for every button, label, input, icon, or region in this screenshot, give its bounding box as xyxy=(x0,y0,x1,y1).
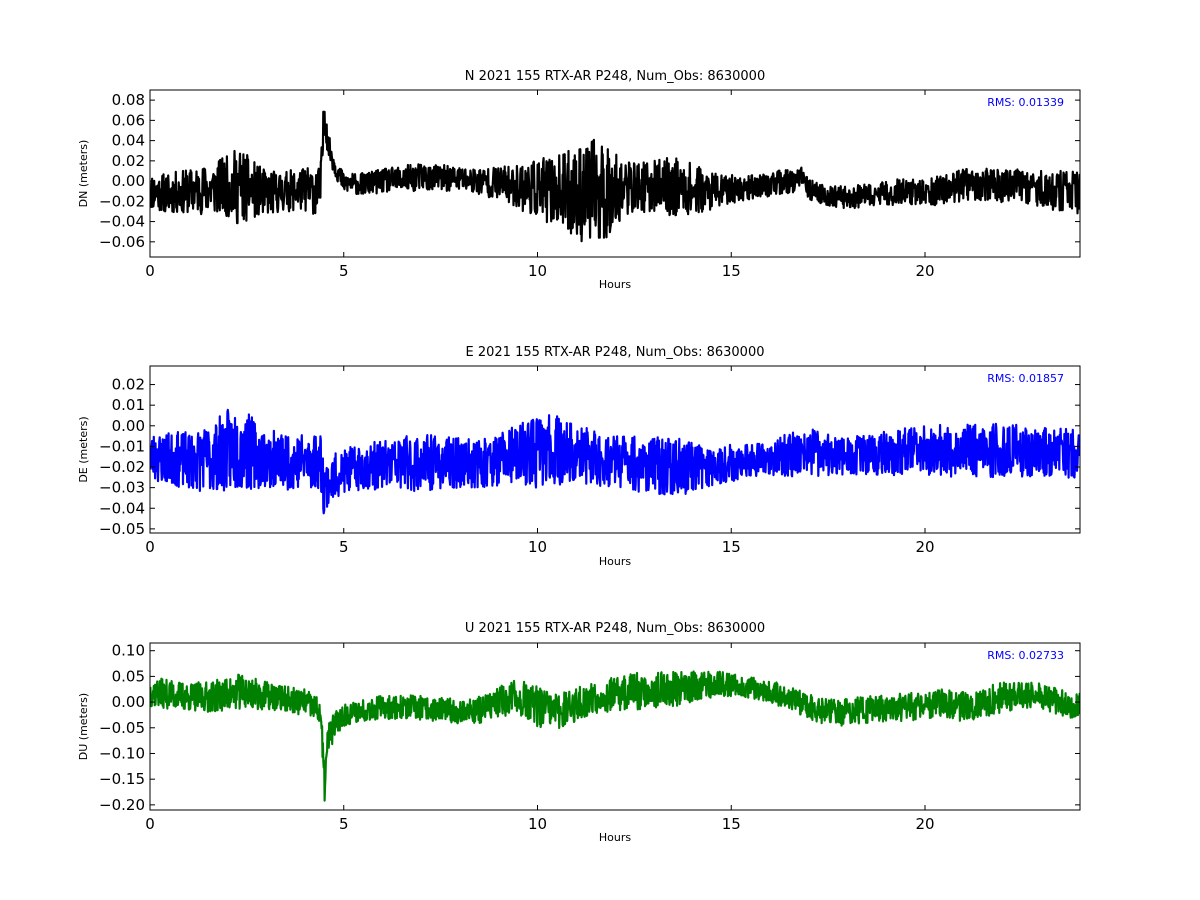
panel-n-xtick-label: 10 xyxy=(528,262,547,280)
panel-e-ytick-label: 0.02 xyxy=(112,376,145,394)
panel-e-xtick-label: 10 xyxy=(528,538,547,556)
panel-u-xtick-label: 15 xyxy=(722,815,741,833)
panel-e-ytick-label: −0.01 xyxy=(99,437,145,455)
panel-n-xtick-label: 5 xyxy=(339,262,349,280)
panel-n: N 2021 155 RTX-AR P248, Num_Obs: 8630000… xyxy=(77,69,1081,291)
panel-n-ytick-label: 0.02 xyxy=(112,152,145,170)
panel-u-ytick-label: 0.10 xyxy=(112,642,145,660)
panel-u-xtick-label: 10 xyxy=(528,815,547,833)
panel-u-ytick-label: −0.15 xyxy=(99,770,145,788)
panel-n-ytick-label: 0.06 xyxy=(112,111,145,129)
panel-n-title: N 2021 155 RTX-AR P248, Num_Obs: 8630000 xyxy=(465,69,765,84)
panel-u-rms-annotation: RMS: 0.02733 xyxy=(987,649,1064,662)
panel-u-ytick-label: −0.10 xyxy=(99,744,145,762)
panel-n-trace-layer xyxy=(150,110,1080,243)
panel-u-xtick-label: 20 xyxy=(915,815,934,833)
panel-u: U 2021 155 RTX-AR P248, Num_Obs: 8630000… xyxy=(77,621,1081,844)
panel-u-series-line xyxy=(150,670,1080,802)
panel-u-xtick-label: 5 xyxy=(339,815,349,833)
panel-e-title: E 2021 155 RTX-AR P248, Num_Obs: 8630000 xyxy=(466,345,765,360)
panel-e-xtick-label: 15 xyxy=(722,538,741,556)
panel-e-ytick-label: −0.02 xyxy=(99,458,145,476)
panel-e-ytick-label: −0.05 xyxy=(99,520,145,538)
panel-u-ytick-label: −0.20 xyxy=(99,796,145,814)
panel-n-rms-annotation: RMS: 0.01339 xyxy=(987,96,1064,109)
panel-n-ytick-label: 0.00 xyxy=(112,172,145,190)
panel-u-ylabel: DU (meters) xyxy=(77,693,90,760)
panel-e-ticks: 0 5 10 15 20 −0.05 −0.04 −0.03 −0.02 −0.01 0.00 0.0… xyxy=(99,366,1080,556)
panel-n-xtick-label: 0 xyxy=(145,262,155,280)
panel-n-axes-frame xyxy=(149,89,1081,258)
panel-e-xtick-label: 0 xyxy=(145,538,155,556)
panel-u-ticks: 0 5 10 15 20 −0.20 −0.15 −0.10 −0.05 0.00 0.05 0.10 xyxy=(99,642,1080,833)
panel-u-ytick-label: −0.05 xyxy=(99,719,145,737)
panel-n-xtick-label: 15 xyxy=(722,262,741,280)
panel-n-xlabel: Hours xyxy=(599,278,631,291)
panel-u-xtick-label: 0 xyxy=(145,815,155,833)
panel-u-ytick-label: 0.05 xyxy=(112,667,145,685)
panel-e-ylabel: DE (meters) xyxy=(77,416,90,482)
panel-e-xtick-label: 5 xyxy=(339,538,349,556)
panel-e-ytick-label: −0.04 xyxy=(99,499,145,517)
panel-u-title: U 2021 155 RTX-AR P248, Num_Obs: 8630000 xyxy=(465,621,765,636)
panel-n-ytick-label: 0.08 xyxy=(112,91,145,109)
panel-u-trace-layer xyxy=(150,670,1080,802)
panel-e-xtick-label: 20 xyxy=(915,538,934,556)
panel-u-ytick-label: 0.00 xyxy=(112,693,145,711)
panel-e-ytick-label: −0.03 xyxy=(99,479,145,497)
panel-e-trace-layer xyxy=(150,408,1080,515)
panel-e-ytick-label: 0.01 xyxy=(112,396,145,414)
panel-u-axes-frame xyxy=(149,642,1081,811)
panel-e-series-line xyxy=(150,408,1080,515)
panel-e-axes-frame xyxy=(149,365,1081,534)
panel-n-ytick-label: 0.04 xyxy=(112,132,145,150)
panel-e-rms-annotation: RMS: 0.01857 xyxy=(987,372,1064,385)
panel-e: E 2021 155 RTX-AR P248, Num_Obs: 8630000… xyxy=(77,345,1081,568)
panel-n-series-line xyxy=(150,110,1080,243)
panel-n-ytick-label: −0.04 xyxy=(99,213,145,231)
panel-n-ytick-label: −0.06 xyxy=(99,233,145,251)
panel-u-xlabel: Hours xyxy=(599,831,631,844)
panel-e-xlabel: Hours xyxy=(599,555,631,568)
panel-n-xtick-label: 20 xyxy=(915,262,934,280)
panel-n-ytick-label: −0.02 xyxy=(99,192,145,210)
panel-n-ticks: 0 5 10 15 20 −0.06 −0.04 −0.02 0.00 0.02 0.04 0.06 0… xyxy=(99,90,1080,280)
panel-e-ytick-label: 0.00 xyxy=(112,417,145,435)
panel-n-ylabel: DN (meters) xyxy=(77,140,90,208)
